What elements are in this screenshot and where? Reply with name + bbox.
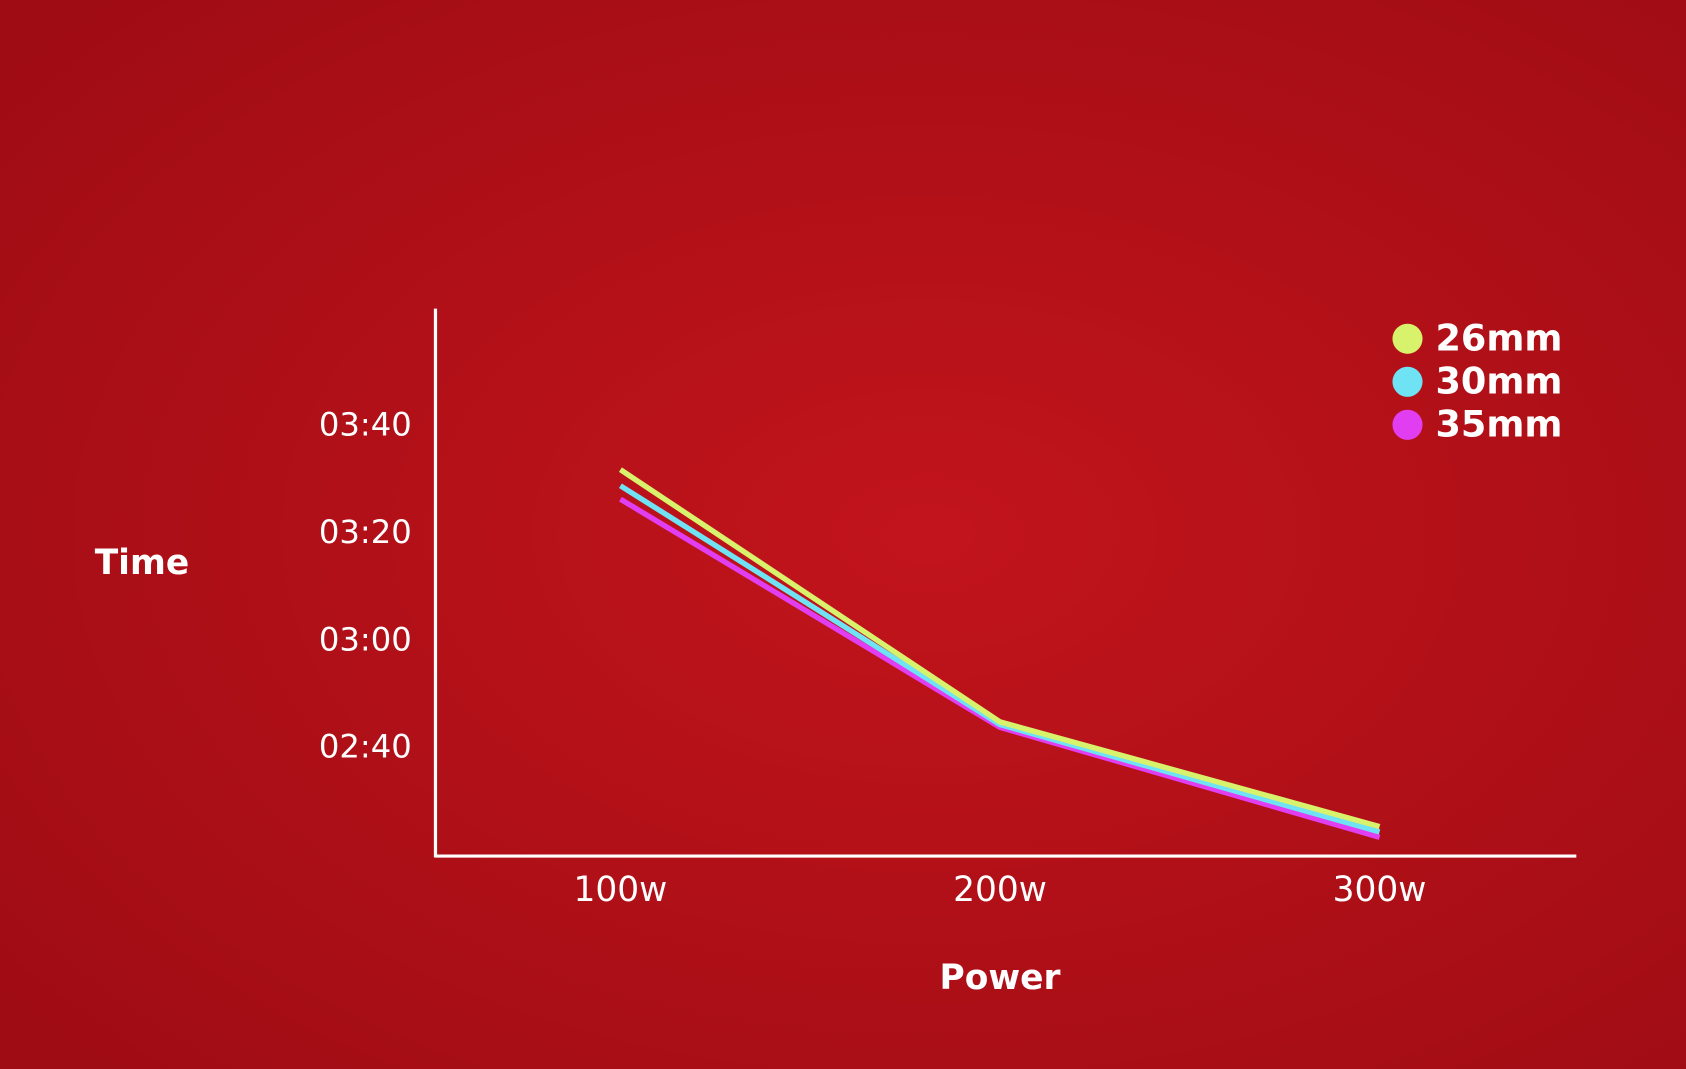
legend-swatch [1392,323,1423,354]
legend-label: 26mm [1435,316,1562,359]
x-tick-label: 200w [953,870,1047,910]
x-tick-label: 100w [574,870,668,910]
x-axis-title: Power [940,958,1061,998]
legend-swatch [1392,409,1423,440]
legend-label: 35mm [1435,402,1562,445]
y-tick-label: 02:40 [319,728,412,766]
y-tick-label: 03:20 [319,513,412,551]
legend-swatch [1392,366,1423,397]
series-line [618,467,1381,830]
legend-label: 30mm [1435,359,1562,402]
y-tick-label: 03:40 [319,406,412,444]
y-axis-title: Time [95,543,189,583]
x-tick-label: 300w [1333,870,1427,910]
y-tick-label: 03:00 [319,620,412,658]
